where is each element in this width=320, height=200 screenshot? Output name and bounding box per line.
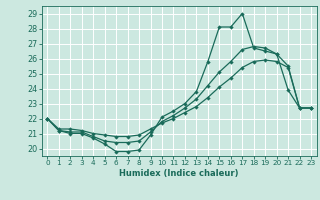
X-axis label: Humidex (Indice chaleur): Humidex (Indice chaleur)	[119, 169, 239, 178]
